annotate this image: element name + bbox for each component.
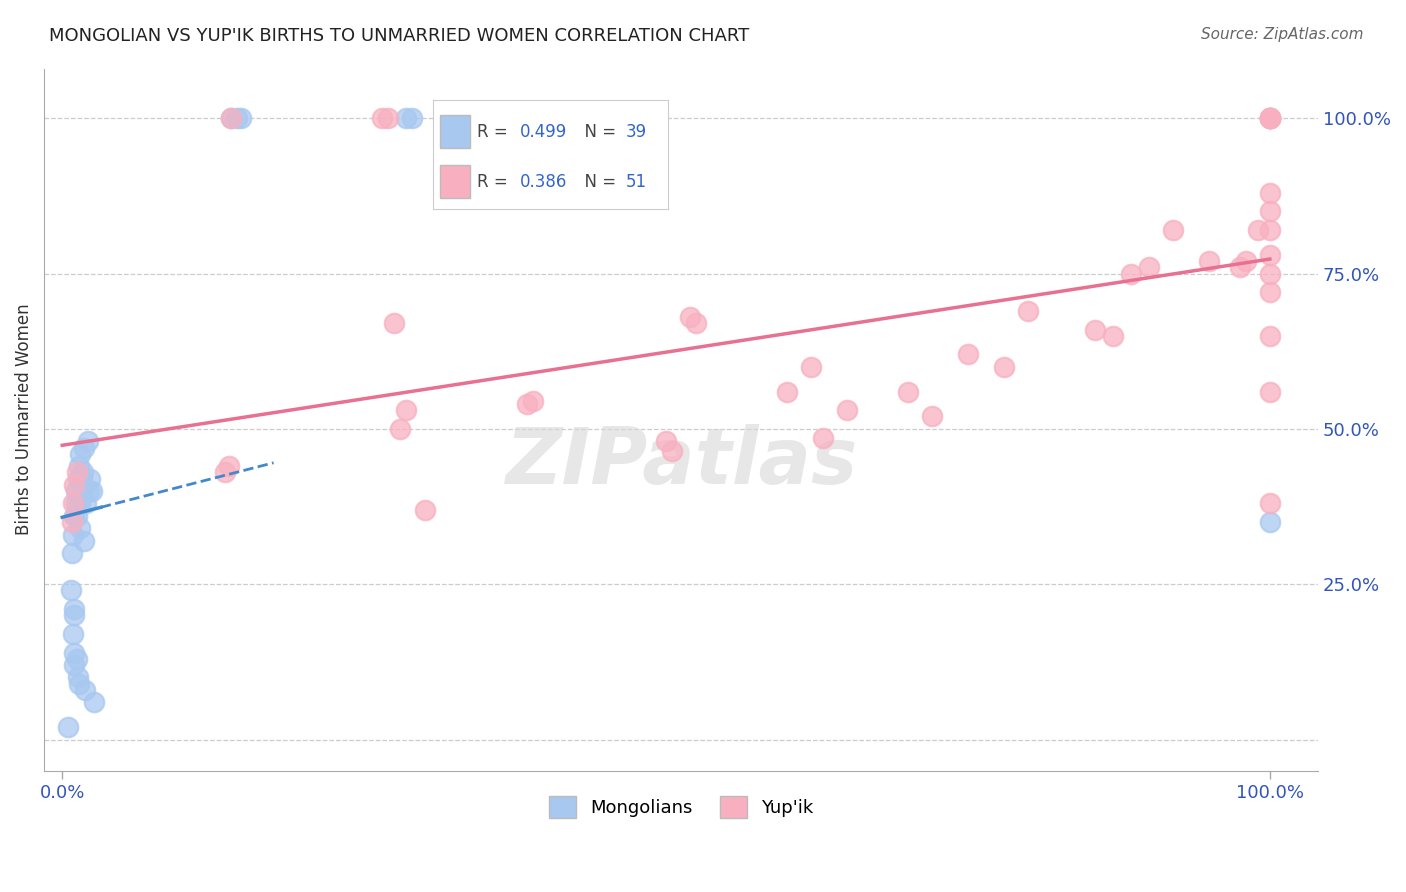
Point [1258,204,1281,219]
Point [69,496,91,510]
Point [1258,112,1281,126]
Point [800,359,823,374]
Point [413,502,436,516]
Point [63,478,86,492]
Point [77,484,100,499]
Point [73,533,96,548]
Point [1258,515,1281,529]
Text: ZIPatlas: ZIPatlas [505,424,858,500]
Point [401,112,423,126]
Point [1198,254,1220,268]
Point [522,394,544,409]
Point [70,472,93,486]
Point [1258,186,1281,200]
Point [956,347,979,361]
Point [1258,112,1281,126]
Point [58,720,80,734]
Point [66,508,89,523]
Point [63,602,86,616]
Point [679,310,702,324]
Point [83,695,105,709]
Point [655,434,678,449]
Point [685,316,707,330]
Point [62,496,84,510]
Point [221,112,243,126]
Point [811,431,834,445]
Legend: Mongolians, Yup'ik: Mongolians, Yup'ik [541,789,821,825]
Point [63,658,86,673]
Point [67,459,90,474]
Point [79,472,101,486]
Point [229,112,252,126]
Point [395,403,418,417]
Point [1234,254,1257,268]
Point [76,434,98,449]
Point [65,496,87,510]
Point [66,671,89,685]
Point [69,447,91,461]
Point [60,546,83,560]
Point [82,484,104,499]
Point [69,521,91,535]
Point [63,608,86,623]
Point [1119,267,1142,281]
Point [75,682,97,697]
Point [214,466,236,480]
Point [72,466,94,480]
Point [1161,223,1184,237]
Point [896,384,918,399]
Point [1258,267,1281,281]
Point [59,583,82,598]
Point [218,459,240,474]
Point [73,441,96,455]
Point [382,316,405,330]
Point [1258,496,1281,510]
Point [377,112,399,126]
Point [1258,328,1281,343]
Point [1258,384,1281,399]
Point [1258,248,1281,262]
Point [776,384,799,399]
Point [63,646,86,660]
Point [67,676,90,690]
Point [66,472,89,486]
Point [60,515,83,529]
Point [389,422,412,436]
Point [921,409,943,424]
Point [395,112,418,126]
Point [1084,322,1107,336]
Y-axis label: Births to Unmarried Women: Births to Unmarried Women [15,304,32,535]
Point [993,359,1015,374]
Point [371,112,394,126]
Point [1258,112,1281,126]
Point [1137,260,1160,275]
Text: Source: ZipAtlas.com: Source: ZipAtlas.com [1201,27,1364,42]
Point [226,112,249,126]
Point [1258,112,1281,126]
Point [661,443,683,458]
Point [62,627,84,641]
Point [1017,304,1039,318]
Point [75,496,97,510]
Point [1229,260,1251,275]
Point [66,652,89,666]
Point [1258,112,1281,126]
Point [1258,285,1281,300]
Text: MONGOLIAN VS YUP'IK BIRTHS TO UNMARRIED WOMEN CORRELATION CHART: MONGOLIAN VS YUP'IK BIRTHS TO UNMARRIED … [49,27,749,45]
Point [66,466,89,480]
Point [221,112,243,126]
Point [62,527,84,541]
Point [1101,328,1123,343]
Point [837,403,859,417]
Point [63,508,86,523]
Point [1247,223,1270,237]
Point [516,397,538,411]
Point [65,484,87,499]
Point [1258,223,1281,237]
Point [70,484,93,499]
